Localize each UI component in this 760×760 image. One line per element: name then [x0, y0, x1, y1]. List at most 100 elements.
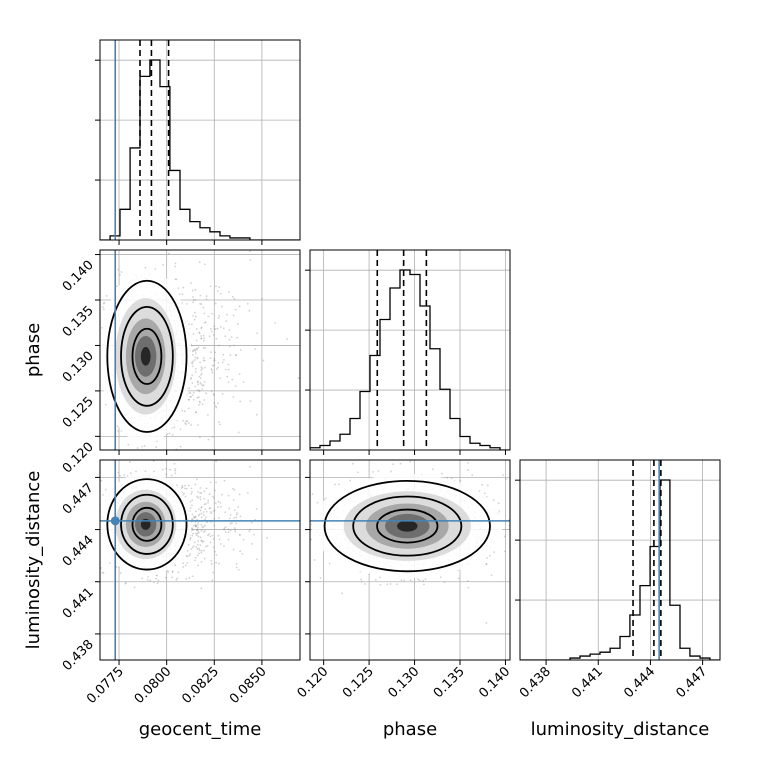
sample-point: [502, 474, 504, 476]
sample-point: [467, 469, 469, 471]
sample-point: [234, 528, 237, 531]
sample-point: [171, 576, 174, 579]
sample-point: [191, 527, 194, 530]
sample-point: [202, 334, 205, 337]
sample-point: [195, 534, 198, 537]
sample-point: [195, 348, 197, 351]
sample-point: [184, 484, 186, 487]
sample-point: [188, 323, 190, 326]
sample-point: [363, 583, 366, 585]
sample-point: [155, 574, 158, 577]
sample-point: [409, 579, 412, 582]
sample-point: [203, 514, 205, 516]
sample-point: [328, 562, 331, 565]
sample-point: [192, 295, 194, 298]
sample-point: [485, 622, 488, 624]
sample-point: [190, 282, 192, 285]
sample-point: [377, 470, 380, 472]
sample-point: [127, 443, 130, 446]
sample-point: [200, 326, 203, 329]
sample-point: [187, 422, 190, 425]
density-content: [100, 250, 300, 450]
density-content: [100, 460, 269, 590]
sample-point: [191, 289, 194, 292]
sample-point: [162, 468, 164, 471]
sample-point: [173, 426, 176, 429]
sample-point: [189, 500, 192, 503]
sample-point: [228, 338, 231, 341]
sample-point: [196, 532, 199, 535]
sample-point: [233, 516, 236, 519]
sample-point: [108, 562, 111, 564]
sample-point: [192, 391, 195, 394]
sample-point: [232, 314, 235, 317]
sample-point: [174, 278, 177, 281]
sample-point: [205, 392, 207, 395]
sample-point: [214, 351, 217, 354]
sample-point: [195, 546, 198, 549]
sample-point: [203, 339, 205, 342]
sample-point: [185, 302, 188, 305]
sample-point: [229, 514, 232, 516]
sample-point: [195, 525, 197, 527]
sample-point: [254, 347, 257, 350]
sample-point: [116, 425, 119, 428]
sample-point: [200, 560, 203, 563]
sample-point: [232, 498, 235, 501]
xticks-geocent_time: [118, 450, 263, 455]
sample-point: [203, 380, 206, 383]
sample-point: [218, 538, 221, 541]
xticks-phase: [323, 450, 506, 455]
contour: [352, 495, 463, 557]
sample-point: [191, 513, 194, 516]
sample-point: [209, 535, 212, 538]
sample-point: [386, 583, 389, 586]
sample-point: [224, 511, 227, 514]
sample-point: [195, 328, 198, 330]
sample-point: [198, 375, 201, 378]
sample-point: [212, 546, 215, 549]
sample-point: [478, 490, 481, 492]
sample-point: [181, 484, 184, 487]
axes-frame: [99, 459, 301, 661]
sample-point: [186, 420, 189, 423]
sample-point: [200, 366, 203, 369]
sample-point: [216, 327, 219, 330]
sample-point: [196, 357, 199, 360]
sample-point: [181, 487, 183, 489]
sample-point: [236, 336, 239, 339]
sample-point: [101, 571, 104, 574]
sample-point: [117, 471, 120, 474]
sample-point: [205, 510, 208, 513]
sample-point: [123, 474, 126, 477]
sample-point: [199, 487, 202, 489]
sample-point: [191, 374, 194, 377]
sample-point: [183, 410, 186, 413]
hist-panel-phase: [305, 249, 511, 451]
sample-point: [200, 551, 203, 554]
sample-point: [102, 308, 105, 311]
sample-point: [211, 312, 213, 315]
sample-point: [174, 467, 177, 470]
sample-point: [152, 460, 155, 462]
sample-point: [174, 564, 177, 567]
sample-point: [197, 346, 200, 349]
sample-point: [202, 306, 205, 309]
density-fill: [140, 347, 151, 366]
sample-point: [237, 505, 240, 508]
sample-point: [200, 337, 203, 340]
sample-point: [234, 385, 237, 387]
sample-point: [352, 462, 354, 465]
sample-point: [202, 540, 205, 543]
sample-point: [218, 314, 221, 317]
sample-point: [171, 571, 174, 573]
xlabel-phase: phase: [383, 719, 437, 740]
sample-point: [249, 400, 252, 403]
sample-point: [194, 515, 197, 518]
sample-point: [235, 566, 238, 569]
sample-point: [214, 550, 217, 553]
sample-point: [207, 414, 209, 416]
sample-point: [379, 583, 382, 586]
sample-point: [197, 404, 200, 406]
sample-point: [189, 507, 192, 510]
